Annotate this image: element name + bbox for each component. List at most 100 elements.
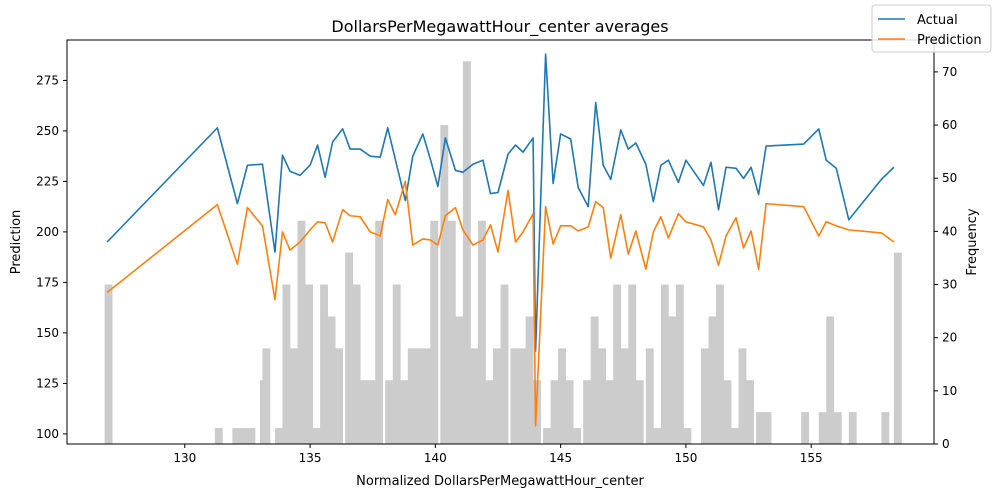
histogram-bar [375,220,384,444]
histogram-bar [613,284,622,444]
y2-tick-label: 70 [942,65,957,79]
histogram-bar [327,316,336,444]
legend-label-prediction: Prediction [917,33,982,48]
histogram-bar [620,348,629,444]
plot-frame [66,39,935,445]
histogram-bar [525,316,534,444]
y-tick-label: 275 [36,73,59,87]
y2-tick-label: 20 [942,331,957,345]
histogram-bar [565,380,574,444]
histogram-bar [533,380,541,444]
frequency-histogram [104,61,902,445]
histogram-bar [518,348,526,444]
y-tick-label: 100 [36,427,59,441]
histogram-bar [598,348,607,444]
histogram-bar [731,428,739,444]
histogram-bar [675,284,684,444]
legend-label-actual: Actual [917,13,958,28]
y-tick-label: 200 [36,225,59,239]
histogram-bar [826,316,835,444]
histogram-bar [590,316,599,444]
y2-tick-label: 30 [942,278,957,292]
histogram-bar [214,428,223,444]
legend: Actual Prediction [871,4,992,53]
histogram-bar [881,412,890,444]
histogram-bar [297,220,306,444]
y-tick-label: 250 [36,124,59,138]
histogram-bar [312,428,321,444]
y-axis-ticks: 100 125 150 175 200 225 250 275 [36,73,67,441]
histogram-bar [282,284,291,444]
y2-axis-label: Frequency [965,208,980,275]
histogram-bar [756,412,764,444]
x-axis-label: Normalized DollarsPerMegawattHour_center [356,474,644,489]
histogram-bar [893,252,902,444]
x-tick-label: 135 [299,451,322,465]
series-line-prediction [106,180,895,427]
histogram-bar [104,284,113,444]
histogram-bar [763,412,772,444]
y2-tick-label: 40 [942,224,957,238]
histogram-bar [407,348,416,444]
histogram-bar [455,316,464,444]
y-tick-label: 175 [36,275,59,289]
histogram-bar [543,428,551,444]
x-tick-label: 150 [674,451,697,465]
histogram-bar [290,348,298,444]
histogram-bar [385,380,394,444]
histogram-bar [833,412,842,444]
legend-box [871,4,992,53]
histogram-bar [320,284,328,444]
histogram-bar [485,380,494,444]
histogram-bar [440,125,449,444]
histogram-bar [239,428,248,444]
histogram-bar [470,348,479,444]
histogram-bar [700,348,709,444]
histogram-bar [360,380,369,444]
histogram-bar [818,412,827,444]
histogram-bar [573,428,582,444]
histogram-bar [447,220,456,444]
histogram-bar [492,348,501,444]
y2-tick-label: 50 [942,171,957,185]
histogram-bar [558,348,567,444]
y-axis-label: Prediction [9,210,24,275]
chart-title: DollarsPerMegawattHour_center averages [331,17,668,37]
line-series [106,53,895,427]
histogram-bar [550,380,559,444]
histogram-bar [367,380,376,444]
histogram-bar [305,284,313,444]
histogram-bar [738,348,747,444]
histogram-bar [247,428,256,444]
y2-axis-ticks: 0 10 20 30 40 50 60 70 [934,65,957,451]
histogram-bar [462,61,471,445]
histogram-bar [668,316,677,444]
histogram-bar [345,252,354,444]
histogram-bar [392,284,401,444]
y-tick-label: 225 [36,174,59,188]
y2-tick-label: 0 [942,437,950,451]
histogram-bar [645,348,654,444]
histogram-bar [232,428,241,444]
histogram-bar [715,284,724,444]
histogram-bar [708,316,717,444]
x-tick-label: 155 [800,451,823,465]
y2-tick-label: 60 [942,118,957,132]
histogram-bar [352,284,361,444]
histogram-bar [422,348,431,444]
histogram-bar [583,380,592,444]
histogram-bar [660,284,669,444]
histogram-bar [605,380,614,444]
histogram-bar [500,284,509,444]
y-tick-label: 125 [36,376,59,390]
y2-tick-label: 10 [942,384,957,398]
histogram-bar [415,348,424,444]
histogram-bar [274,428,283,444]
histogram-bar [430,220,439,444]
histogram-bar [683,428,692,444]
histogram-bar [628,284,637,444]
x-tick-label: 140 [424,451,447,465]
histogram-bar [635,380,644,444]
histogram-bar [848,412,857,444]
